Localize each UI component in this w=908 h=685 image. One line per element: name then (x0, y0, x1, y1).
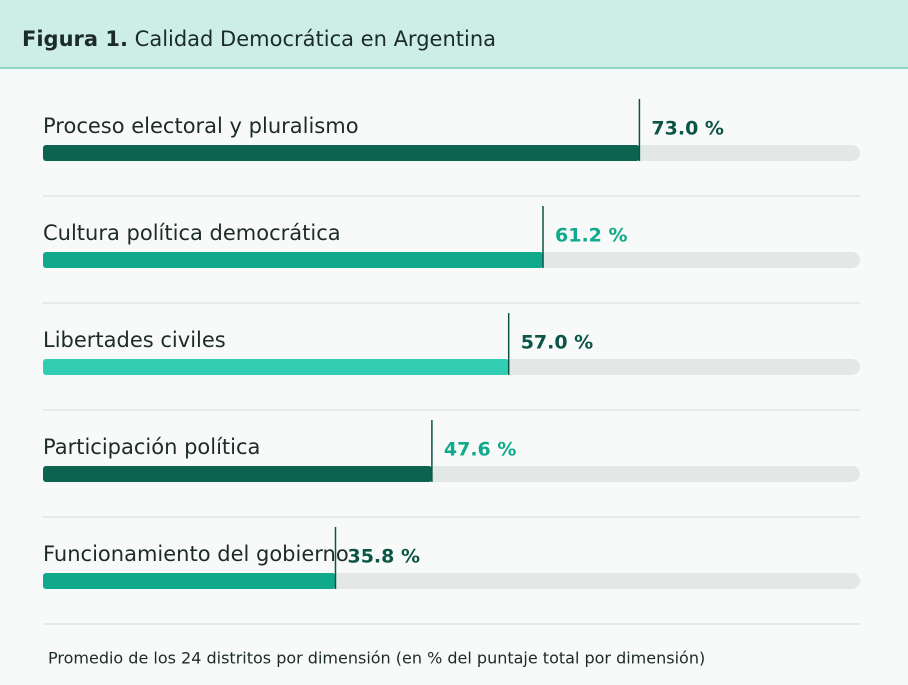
value-label: 57.0 % (521, 332, 594, 354)
bar (43, 573, 336, 589)
title-text: Calidad Democrática en Argentina (135, 27, 496, 51)
value-label: 47.6 % (444, 439, 517, 461)
header-band (0, 0, 908, 68)
category-label: Funcionamiento del gobierno (43, 542, 349, 566)
chart-title: Figura 1. Calidad Democrática en Argenti… (22, 27, 496, 51)
value-label: 35.8 % (347, 546, 420, 568)
value-label: 73.0 % (651, 118, 724, 140)
category-label: Libertades civiles (43, 328, 226, 352)
value-label: 61.2 % (555, 225, 628, 247)
bar (43, 145, 640, 161)
title-prefix: Figura 1. (22, 27, 128, 51)
category-label: Proceso electoral y pluralismo (43, 114, 359, 138)
bar (43, 359, 509, 375)
footnote: Promedio de los 24 distritos por dimensi… (48, 649, 705, 668)
bar (43, 466, 432, 482)
category-label: Participación política (43, 435, 260, 459)
bar (43, 252, 544, 268)
category-label: Cultura política democrática (43, 221, 341, 245)
